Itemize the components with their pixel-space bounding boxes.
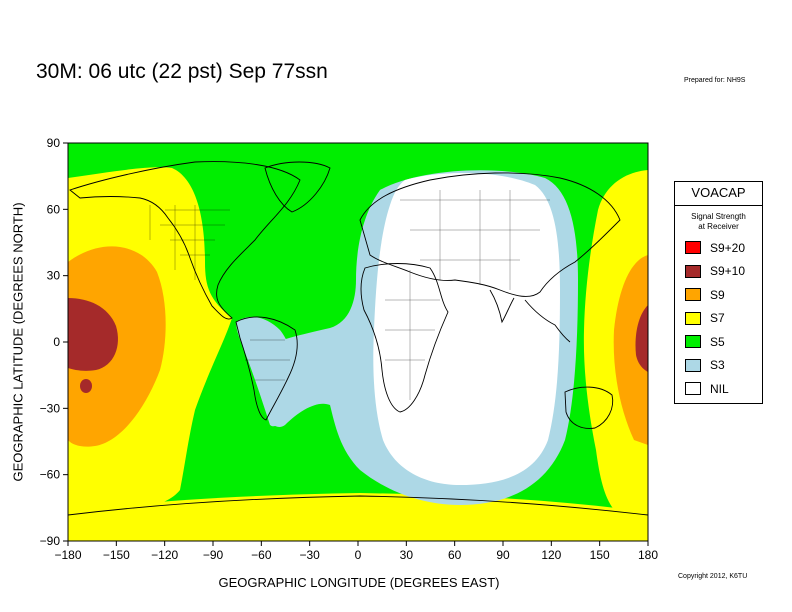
x-tick-label: 150 [590, 548, 610, 562]
x-tick-label: 180 [638, 548, 658, 562]
legend-item-nil: NIL [675, 377, 762, 401]
legend-label: S7 [710, 311, 725, 326]
s9p10-spot-west [80, 379, 92, 393]
y-tick-label: −60 [40, 468, 61, 482]
legend-label: S9 [710, 287, 725, 302]
s9p10-region-west [68, 298, 118, 371]
prepared-for-note: Prepared for: NH9S [684, 77, 746, 84]
legend-swatch [685, 335, 701, 349]
s9p10-region-east [635, 305, 648, 372]
legend-item-s3: S3 [675, 354, 762, 378]
coastlines [68, 161, 648, 516]
legend-item-s9: S9 [675, 283, 762, 307]
legend-list: S9+20 S9+10 S9 S7 S5 S3 NIL [675, 236, 762, 401]
y-axis-label: GEOGRAPHIC LATITUDE (DEGREES NORTH) [10, 202, 26, 482]
legend-swatch [685, 288, 701, 302]
y-tick-label: 90 [47, 136, 61, 150]
x-tick-label: 90 [496, 548, 510, 562]
x-tick-label: −180 [54, 548, 81, 562]
legend-item-s5: S5 [675, 330, 762, 354]
y-tick-label: 0 [53, 335, 60, 349]
country-borders [149, 190, 550, 400]
legend: VOACAP Signal Strength at Receiver S9+20… [674, 181, 763, 404]
s3-region-samerica [236, 316, 295, 427]
legend-subtitle: Signal Strength at Receiver [675, 212, 762, 232]
x-tick-label: −90 [203, 548, 224, 562]
legend-swatch [685, 264, 701, 278]
x-axis: −180 −150 −120 −90 −60 −30 0 30 60 90 120 150 180 [54, 541, 658, 562]
nil-region [373, 173, 560, 485]
x-tick-label: −150 [103, 548, 130, 562]
x-tick-label: 30 [400, 548, 414, 562]
x-axis-label: GEOGRAPHIC LONGITUDE (DEGREES EAST) [218, 575, 500, 590]
legend-item-s9p20: S9+20 [675, 236, 762, 260]
map-plot-area [68, 143, 648, 541]
s9-region-east [613, 255, 648, 445]
y-tick-label: 30 [47, 269, 61, 283]
legend-title: VOACAP [675, 182, 762, 206]
y-tick-label: 60 [47, 202, 61, 216]
x-tick-label: 120 [541, 548, 561, 562]
y-tick-label: −90 [40, 534, 61, 548]
legend-swatch [685, 241, 701, 255]
y-axis: 90 60 30 0 −30 −60 −90 [40, 136, 68, 548]
y-tick-label: −30 [40, 401, 61, 415]
x-tick-label: −60 [251, 548, 272, 562]
x-tick-label: 60 [448, 548, 462, 562]
legend-label: NIL [710, 381, 729, 396]
legend-subtitle-line1: Signal Strength [691, 212, 746, 221]
map-title: 30M: 06 utc (22 pst) Sep 77ssn [36, 60, 328, 83]
legend-swatch [685, 358, 701, 372]
x-tick-label: 0 [355, 548, 362, 562]
legend-label: S9+10 [710, 264, 746, 279]
legend-item-s9p10: S9+10 [675, 260, 762, 284]
s7-region-antarctic [68, 493, 648, 520]
legend-swatch [685, 311, 701, 325]
legend-swatch [685, 382, 701, 396]
copyright-note: Copyright 2012, K6TU [678, 573, 748, 580]
legend-label: S3 [710, 358, 725, 373]
legend-label: S5 [710, 334, 725, 349]
legend-label: S9+20 [710, 240, 746, 255]
legend-subtitle-line2: at Receiver [698, 222, 739, 231]
x-tick-label: −120 [151, 548, 178, 562]
legend-item-s7: S7 [675, 307, 762, 331]
x-tick-label: −30 [299, 548, 320, 562]
